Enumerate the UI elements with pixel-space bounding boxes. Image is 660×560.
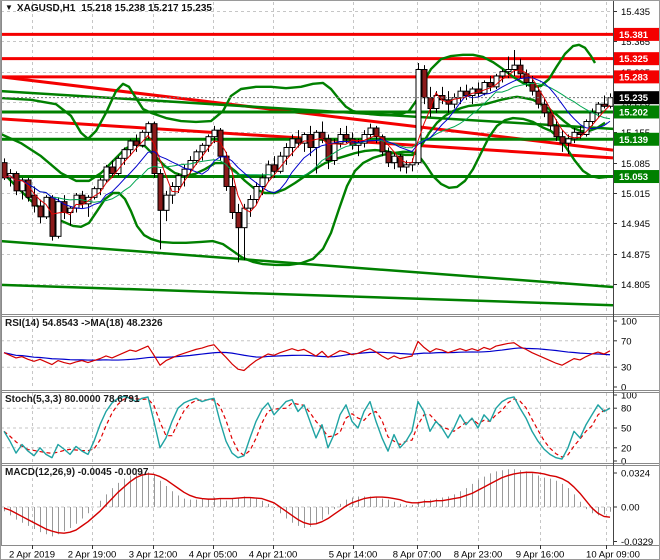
svg-text:15.325: 15.325 [619, 54, 649, 65]
svg-text:20: 20 [621, 443, 632, 454]
rsi-lines [3, 340, 611, 372]
svg-text:15.381: 15.381 [619, 30, 649, 41]
svg-text:100: 100 [621, 317, 637, 328]
svg-text:80: 80 [621, 404, 632, 415]
svg-text:15.053: 15.053 [619, 172, 648, 183]
svg-text:15.139: 15.139 [619, 135, 648, 146]
panel-borders [1, 1, 659, 546]
price-level-labels: 15.381 15.325 15.283 15.202 15.139 15.053 15.2… [614, 27, 659, 184]
svg-text:14.945: 14.945 [621, 219, 650, 230]
moving-averages [3, 69, 611, 216]
svg-text:-0.0329: -0.0329 [621, 537, 653, 548]
stochastic-lines [3, 395, 611, 460]
time-axis[interactable]: 2 Apr 2019 2 Apr 19:00 3 Apr 12:00 4 Apr 05… [9, 545, 640, 560]
symbol-dropdown-icon[interactable]: ▼ [5, 3, 13, 12]
svg-text:15.435: 15.435 [621, 7, 650, 18]
svg-text:8 Apr 07:00: 8 Apr 07:00 [393, 550, 442, 560]
svg-text:2 Apr 2019: 2 Apr 2019 [9, 550, 55, 560]
svg-text:10 Apr 09:00: 10 Apr 09:00 [586, 550, 640, 560]
svg-text:30: 30 [621, 363, 632, 374]
svg-text:15.235: 15.235 [619, 93, 649, 104]
svg-text:9 Apr 16:00: 9 Apr 16:00 [516, 550, 565, 560]
macd-histogram [4, 469, 611, 537]
rsi-gridlines [1, 340, 613, 368]
macd-indicator-label: MACD(12,26,9) -0.0045 -0.0097 [5, 467, 149, 478]
svg-text:15.283: 15.283 [619, 72, 648, 83]
svg-text:0: 0 [621, 457, 626, 468]
svg-text:100: 100 [621, 391, 637, 402]
svg-text:0: 0 [621, 383, 626, 394]
svg-text:50: 50 [621, 424, 632, 435]
svg-text:8 Apr 23:00: 8 Apr 23:00 [454, 550, 503, 560]
stochastic-indicator-label: Stoch(5,3,3) 80.0000 78.6791 [5, 394, 140, 405]
level-lines[interactable] [1, 32, 613, 179]
svg-text:0.0324: 0.0324 [621, 469, 650, 480]
ohlc-quote-label: 15.218 15.238 15.217 15.235 [81, 3, 212, 14]
svg-text:15.015: 15.015 [621, 189, 650, 200]
svg-text:70: 70 [621, 336, 632, 347]
symbol-period-label: XAGUSD,H1 [16, 3, 76, 14]
svg-text:14.805: 14.805 [621, 280, 650, 291]
svg-text:3 Apr 12:00: 3 Apr 12:00 [129, 550, 178, 560]
svg-text:14.875: 14.875 [621, 250, 650, 261]
chart-title-bar: ▼ XAGUSD,H1 15.218 15.238 15.217 15.235 [5, 3, 212, 14]
rsi-indicator-label: RSI(14) 54.8543 ->MA(18) 48.2326 [5, 318, 163, 329]
macd-signal-line [3, 471, 611, 534]
svg-text:15.365: 15.365 [621, 37, 650, 48]
svg-text:15.085: 15.085 [621, 159, 650, 170]
svg-text:5 Apr 14:00: 5 Apr 14:00 [329, 550, 378, 560]
svg-text:2 Apr 19:00: 2 Apr 19:00 [68, 550, 117, 560]
svg-text:0.00: 0.00 [621, 503, 640, 514]
stochastic-gridlines [1, 407, 613, 449]
svg-text:4 Apr 21:00: 4 Apr 21:00 [249, 550, 298, 560]
svg-text:4 Apr 05:00: 4 Apr 05:00 [189, 550, 238, 560]
price-gridlines [1, 11, 613, 285]
svg-text:15.202: 15.202 [619, 107, 648, 118]
